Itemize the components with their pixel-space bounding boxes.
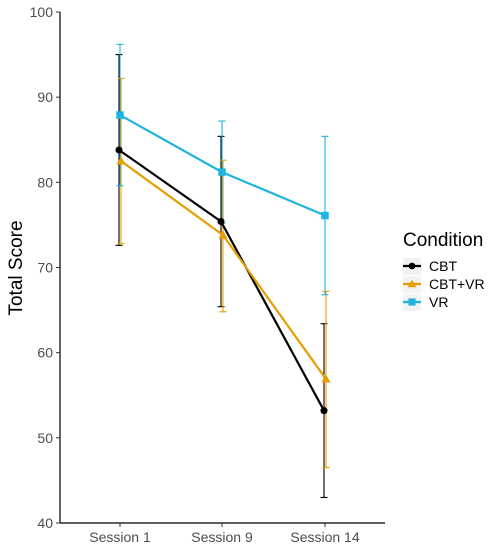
- data-point: [321, 211, 329, 220]
- y-axis-ticks: 40 50 60 70 80 90 100: [30, 4, 60, 531]
- data-point: [218, 230, 228, 239]
- data-point: [116, 111, 124, 119]
- data-point: [217, 217, 225, 226]
- legend-label: CBT: [429, 258, 457, 274]
- legend-key-marker: [408, 262, 416, 270]
- y-axis-title: Total Score: [6, 220, 27, 315]
- legend-items: CBT CBT+VR VR: [403, 258, 485, 311]
- y-tick-label: 100: [30, 4, 54, 20]
- data-point: [320, 407, 328, 415]
- x-tick-label: Session 9: [191, 529, 253, 545]
- y-tick-label: 90: [37, 89, 53, 105]
- data-point: [115, 146, 123, 154]
- legend-item: CBT: [403, 258, 457, 275]
- series-markers: [115, 111, 331, 415]
- plot-area: [115, 43, 331, 499]
- legend-label: CBT+VR: [429, 276, 485, 292]
- y-tick-label: 70: [37, 260, 53, 276]
- legend: Condition CBT CBT+VR VR: [403, 230, 485, 311]
- error-bars: [115, 43, 330, 499]
- y-tick-label: 50: [37, 430, 53, 446]
- legend-item: CBT+VR: [403, 276, 485, 293]
- legend-label: VR: [429, 294, 448, 310]
- legend-title: Condition: [403, 230, 483, 251]
- y-tick-label: 60: [37, 345, 53, 361]
- legend-key-marker: [408, 298, 416, 306]
- legend-item: VR: [403, 294, 448, 311]
- y-tick-label: 80: [37, 174, 53, 190]
- x-tick-label: Session 14: [290, 529, 359, 545]
- data-point: [321, 374, 331, 383]
- data-point: [218, 168, 226, 176]
- y-tick-label: 40: [37, 515, 53, 531]
- x-tick-label: Session 1: [89, 529, 151, 545]
- x-axis-ticks: Session 1 Session 9 Session 14: [89, 523, 360, 545]
- data-point: [116, 156, 126, 165]
- legend-key-marker: [407, 279, 417, 288]
